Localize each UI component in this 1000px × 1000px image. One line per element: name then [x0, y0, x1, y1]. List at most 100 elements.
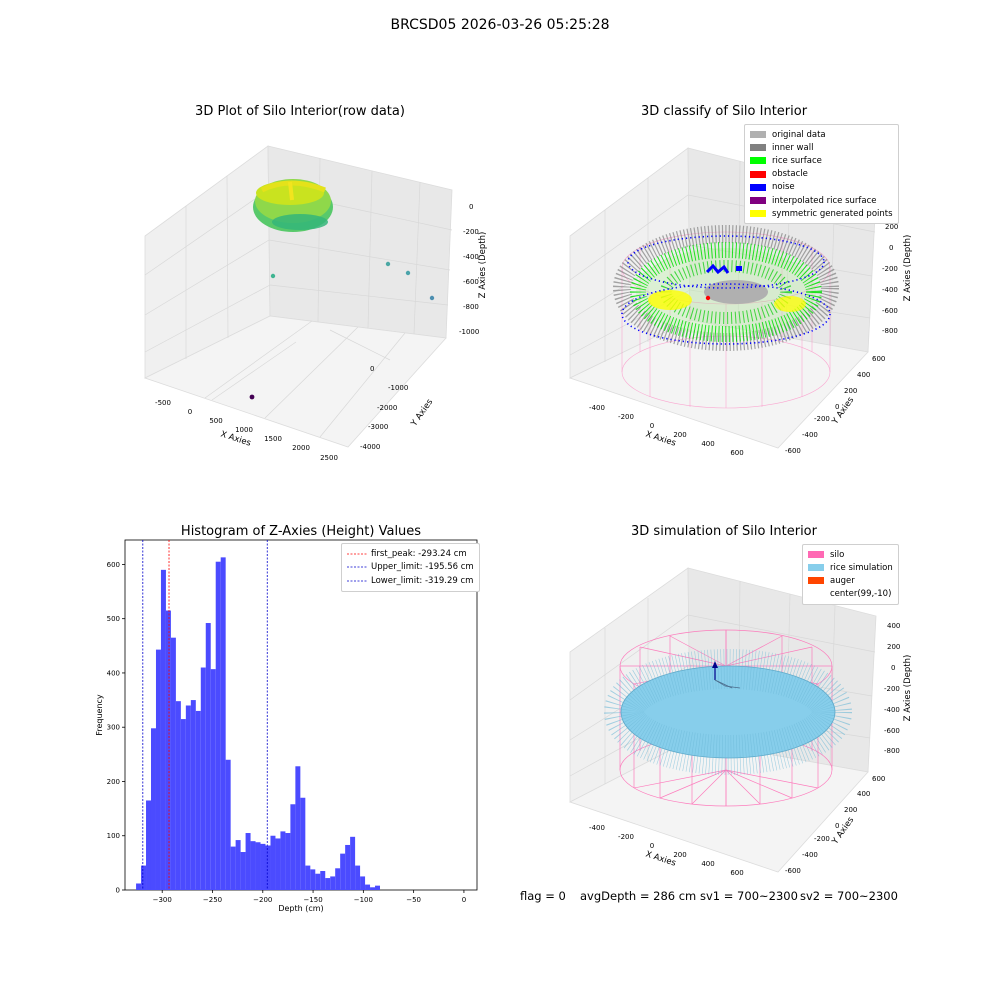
legend-item: interpolated rice surface: [750, 194, 893, 207]
histogram-bar: [295, 766, 301, 890]
histogram-bar: [365, 884, 371, 890]
simulation-x-tick: 200: [673, 851, 686, 859]
histogram-bar: [375, 885, 380, 890]
raw-point-cloud: [253, 179, 333, 232]
histogram-bar: [150, 728, 156, 890]
legend-item: first_peak: -293.24 cm: [347, 547, 474, 561]
raw-x-tick: 1000: [235, 426, 253, 434]
raw-x-tick: -500: [155, 399, 171, 407]
legend-label: auger: [830, 575, 855, 586]
simulation-z-tick: -800: [884, 747, 900, 755]
legend-swatch: [750, 131, 766, 139]
legend-label: silo: [830, 549, 845, 560]
sv1-text: sv1 = 700~2300: [700, 889, 798, 903]
histogram-bar: [215, 561, 221, 890]
legend-item: Upper_limit: -195.56 cm: [347, 561, 474, 575]
histogram-bar: [195, 710, 201, 890]
histogram-y-tick-label: 300: [107, 724, 120, 732]
histogram-bar: [260, 843, 266, 890]
legend-label: Upper_limit: -195.56 cm: [371, 562, 474, 573]
simulation-y-tick: -400: [802, 851, 818, 859]
raw-z-tick: -600: [463, 278, 479, 286]
simulation-x-tick: 0: [650, 842, 654, 850]
legend-item: inner wall: [750, 141, 893, 154]
legend-label: center(99,-10): [830, 589, 892, 600]
histogram-bar: [155, 649, 161, 890]
histogram-bar: [330, 876, 336, 890]
classify-z-tick: 200: [885, 223, 898, 231]
raw-y-tick: -1000: [388, 384, 408, 392]
histogram-bar: [205, 623, 211, 890]
raw-point-outlier: [405, 270, 411, 276]
histogram-x-axis-label: Depth (cm): [278, 904, 323, 913]
simulation-x-tick: 400: [701, 860, 714, 868]
simulation-z-tick: -600: [884, 727, 900, 735]
histogram-bar: [355, 865, 361, 890]
simulation-z-tick: -200: [884, 685, 900, 693]
histogram-bar: [175, 701, 181, 890]
raw-z-tick: -800: [463, 303, 479, 311]
raw-y-tick: -3000: [368, 423, 388, 431]
figure-title: BRCSD05 2026-03-26 05:25:28: [390, 17, 610, 33]
avg-depth-text: avgDepth = 286 cm: [580, 889, 697, 903]
histogram-bar: [220, 557, 226, 890]
simulation-plot-title: 3D simulation of Silo Interior: [631, 524, 817, 539]
legend-swatch: [750, 197, 766, 205]
legend-swatch: [808, 564, 824, 572]
legend-swatch: [750, 170, 766, 178]
histogram-bar: [265, 845, 271, 890]
histogram-y-tick-label: 400: [107, 669, 120, 677]
histogram-x-tick-label: −100: [354, 896, 373, 904]
simulation-x-tick: -200: [618, 833, 634, 841]
histogram-bar: [305, 865, 311, 890]
histogram-bar: [160, 569, 166, 890]
legend-label: rice simulation: [830, 562, 893, 573]
simulation-y-tick: 600: [872, 775, 885, 783]
raw-z-axis-label: Z Axies (Depth): [478, 232, 488, 299]
histogram-bar: [310, 869, 316, 890]
histogram-bar: [320, 871, 326, 890]
legend-label: symmetric generated points: [772, 208, 893, 219]
classify-x-tick: -400: [589, 404, 605, 412]
simulation-z-tick: 0: [891, 664, 895, 672]
classify-z-tick: -600: [882, 307, 898, 315]
classify-plot-title: 3D classify of Silo Interior: [640, 104, 808, 119]
histogram-bar: [250, 841, 256, 890]
histogram-y-tick-label: 500: [107, 615, 120, 623]
legend-label: original data: [772, 129, 826, 140]
legend-label: inner wall: [772, 142, 814, 153]
histogram-bar: [255, 842, 261, 890]
histogram-bar: [245, 833, 251, 890]
histogram-title: Histogram of Z-Axies (Height) Values: [180, 524, 422, 539]
simulation-z-tick: 200: [887, 643, 900, 651]
histogram-bar: [345, 844, 351, 890]
raw-3d-plot: -500 0 500 1000 1500 2000 2500 0 -1000 -…: [143, 145, 488, 462]
classify-z-tick: 0: [889, 244, 893, 252]
classify-3d-plot: -400 -200 0 200 400 600 600 400 200 0 -2…: [568, 147, 913, 457]
histogram-y-tick-label: 100: [107, 832, 120, 840]
histogram-x-tick-label: −250: [203, 896, 222, 904]
histogram-chart: −300 −250 −200 −150 −100 −50 0 0 100 200 300 400 50…: [95, 539, 478, 913]
histogram-x-tick-label: −200: [253, 896, 272, 904]
histogram-bar: [360, 876, 366, 890]
histogram-legend: first_peak: -293.24 cm Upper_limit: -195…: [341, 543, 480, 592]
legend-swatch: [750, 210, 766, 218]
histogram-bar: [370, 887, 376, 890]
raw-point-outlier: [429, 295, 435, 301]
raw-point-outlier: [270, 273, 276, 279]
raw-plot-title: 3D Plot of Silo Interior(row data): [195, 104, 405, 119]
raw-z-tick: -200: [463, 228, 479, 236]
raw-x-tick: 500: [209, 417, 222, 425]
legend-line-blue: [347, 566, 367, 568]
histogram-y-tick-label: 200: [107, 778, 120, 786]
raw-x-tick: 2000: [292, 444, 310, 452]
classify-z-axis-label: Z Axies (Depth): [903, 235, 913, 302]
legend-item: silo: [808, 548, 893, 561]
raw-point-outlier: [385, 261, 391, 267]
raw-point-outlier: [249, 394, 255, 400]
histogram-bar: [285, 833, 291, 890]
raw-y-tick: 0: [370, 365, 374, 373]
classify-y-tick: 600: [872, 355, 885, 363]
legend-item: symmetric generated points: [750, 207, 893, 220]
classify-x-tick: 400: [701, 440, 714, 448]
